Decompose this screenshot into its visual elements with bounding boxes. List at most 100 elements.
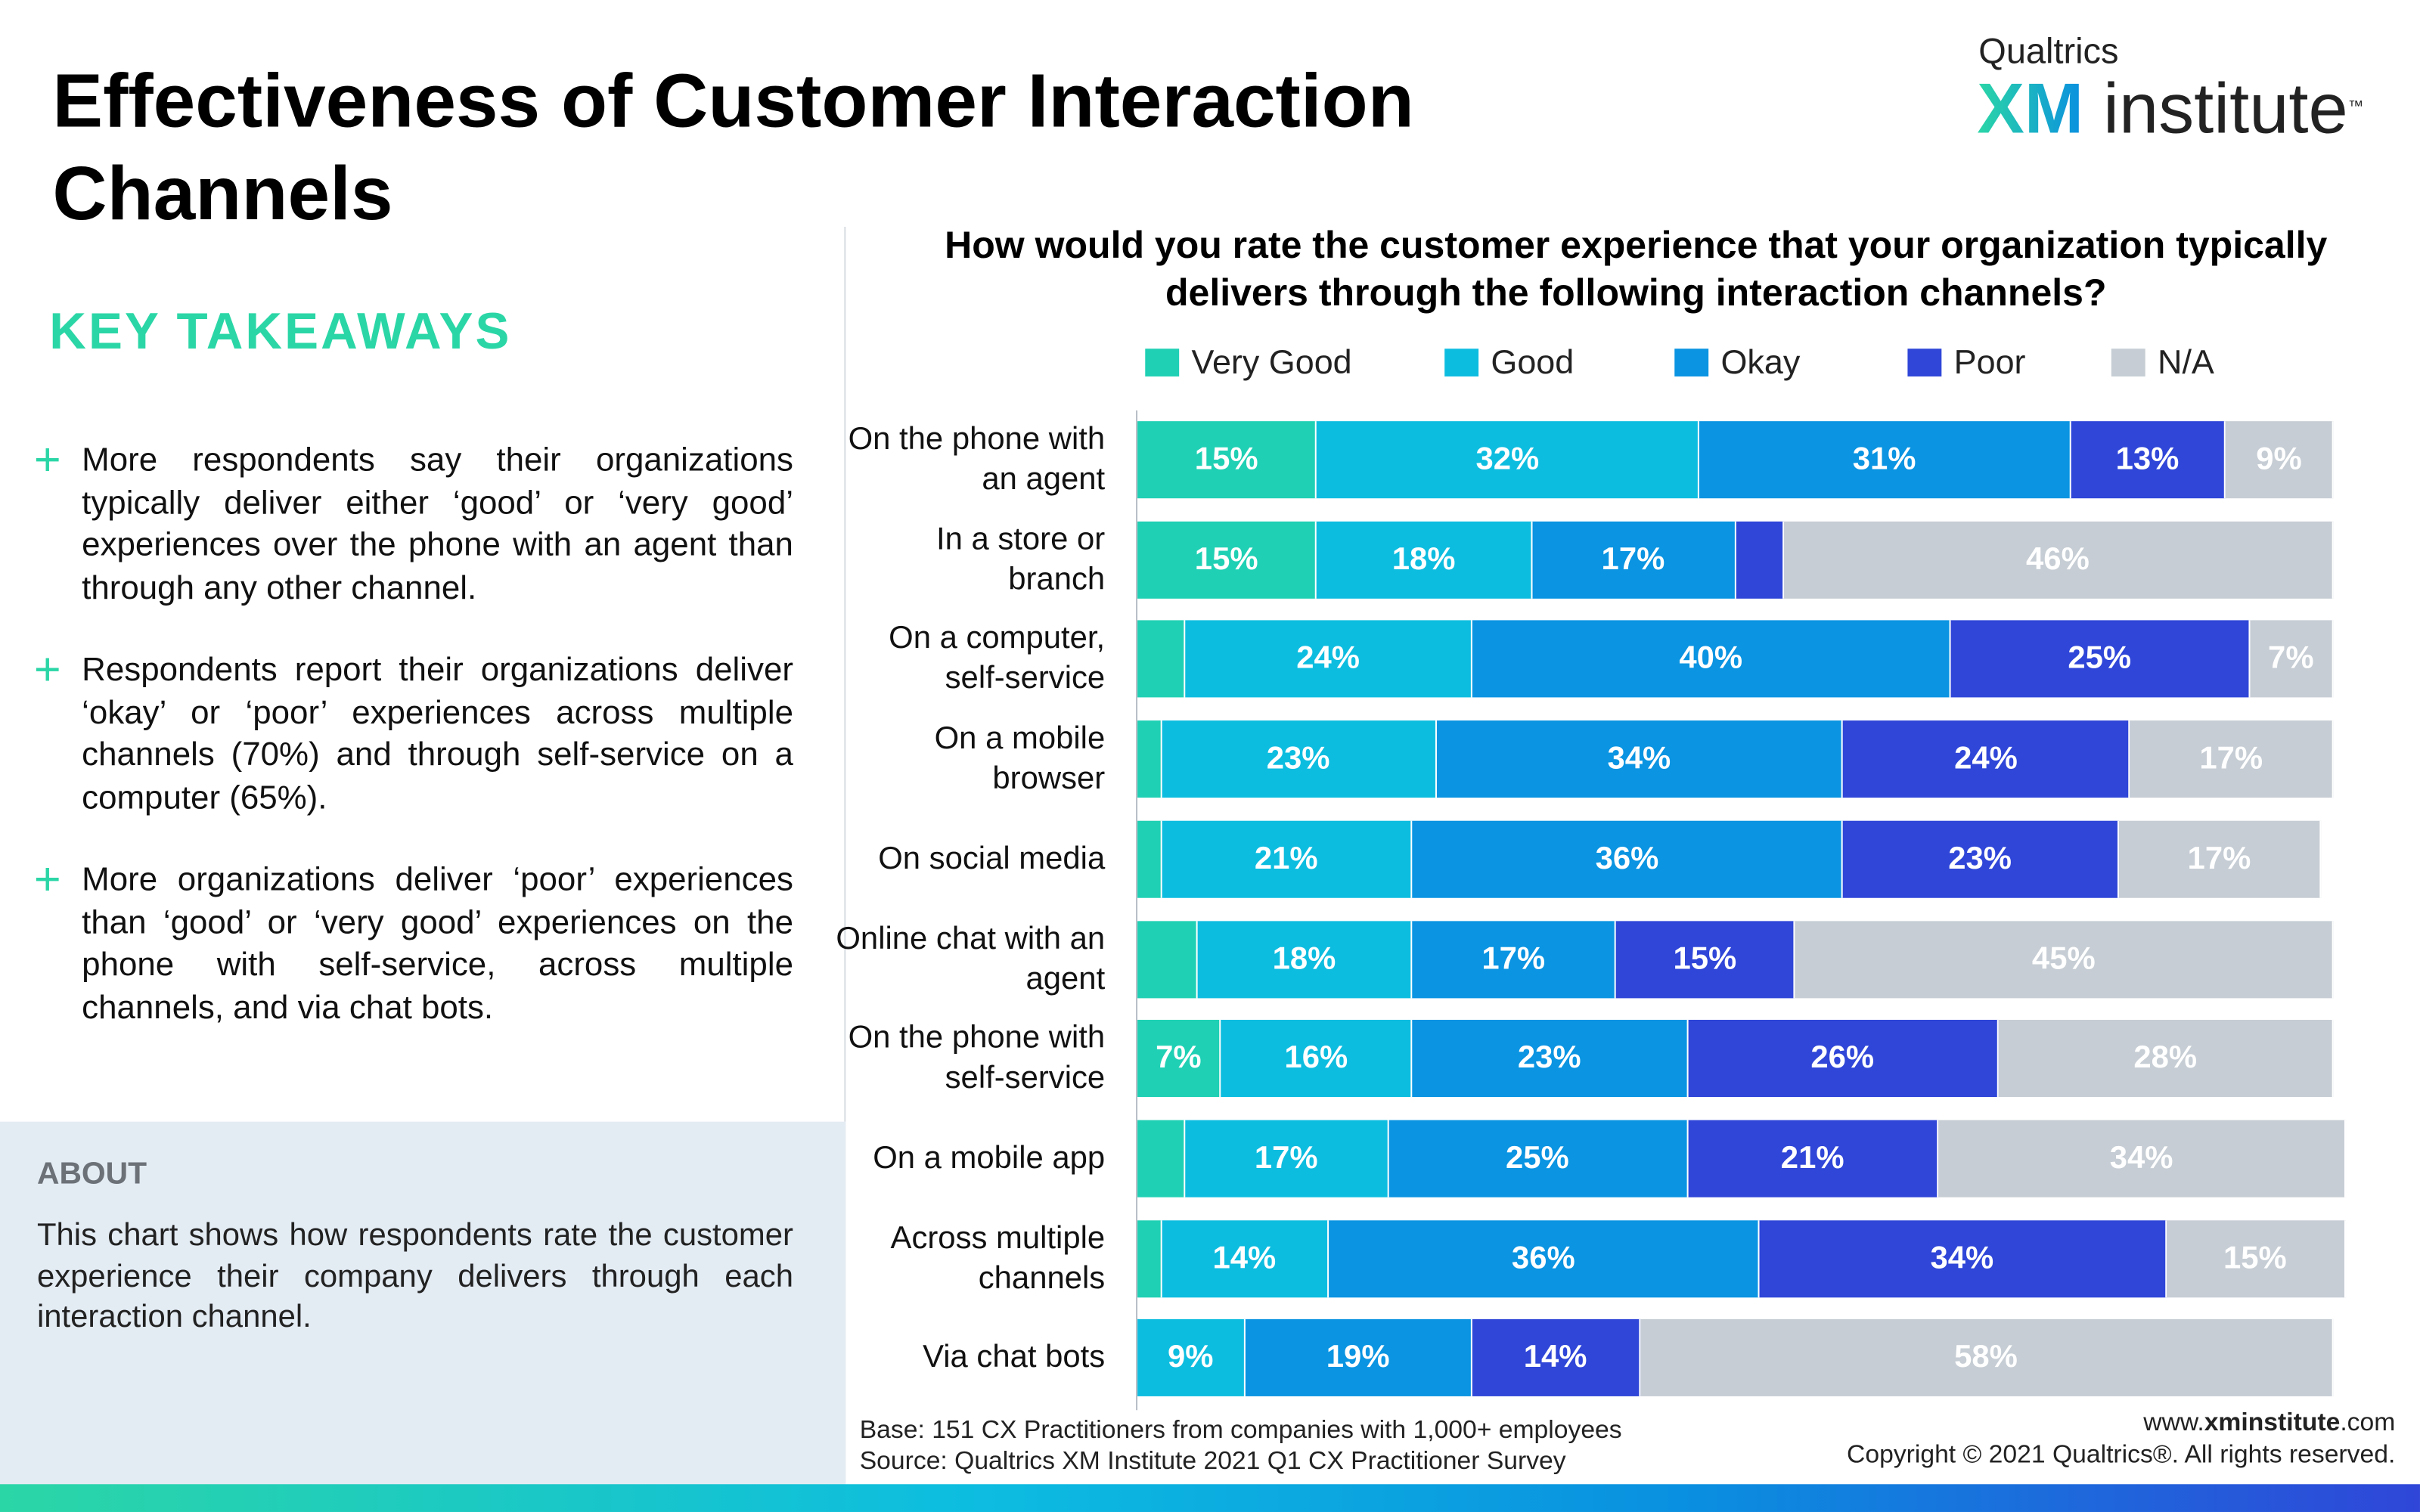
takeaways-heading: KEY TAKEAWAYS [49,302,512,360]
data-label: 21% [1780,1139,1844,1176]
bar-segment: 24% [1185,621,1472,699]
data-label: 18% [1392,541,1456,577]
data-label: 16% [1284,1040,1348,1076]
logo-top: Qualtrics [1978,30,2119,71]
logo-sub: institute [2103,67,2348,148]
bar-segment: 9% [1137,1319,1246,1397]
category-label: Via chat bots [923,1340,1106,1375]
chart-title: How would you rate the customer experien… [945,225,2328,315]
data-label: 19% [1326,1340,1390,1375]
data-label: 31% [1852,441,1916,477]
data-label: 21% [1254,840,1318,876]
bar-segment: 15% [2166,1219,2346,1297]
data-label: 14% [1523,1340,1587,1375]
legend-swatch [1444,349,1479,376]
bar-segment: 28% [1998,1020,2334,1098]
bar-segment [1137,720,1162,798]
data-label: 13% [2115,441,2180,477]
legend-swatch [2111,349,2145,376]
bar-segment: 36% [1329,1219,1760,1297]
category-label: Across multiple channels [890,1219,1106,1296]
data-label: 17% [1254,1139,1318,1176]
data-label: 26% [1810,1040,1875,1076]
bar-segment: 21% [1687,1120,1939,1198]
bar-segment: 15% [1137,521,1317,599]
data-label: 34% [1607,740,1671,776]
legend-label: Poor [1953,342,2026,382]
bar-segment: 15% [1137,421,1317,499]
data-label: 36% [1511,1239,1575,1275]
bar-segment: 13% [2070,421,2226,499]
plus-icon: + [33,854,61,906]
category-label: On the phone with self-service [848,1020,1106,1096]
category-label: Online chat with an agent [836,920,1106,996]
legend-item: N/A [2111,342,2214,383]
bar-segment: 58% [1640,1319,2334,1397]
data-label: 17% [2199,740,2263,776]
web-bold: xminstitute [2204,1408,2341,1436]
data-label: 23% [1266,740,1330,776]
legend-item: Okay [1674,342,1800,383]
bar-segment: 34% [1938,1120,2346,1198]
bar-segment: 16% [1221,1020,1413,1098]
data-label: 24% [1296,640,1360,677]
data-label: 15% [1194,541,1258,577]
bar-segment: 7% [2249,621,2334,699]
data-label: 34% [1930,1239,1994,1275]
about-box [0,1121,846,1492]
divider [844,226,846,1122]
data-label: 25% [2068,640,2132,677]
bar-segment: 25% [1950,621,2250,699]
legend-item: Poor [1907,342,2026,383]
data-label: 58% [1954,1340,2018,1375]
takeaway: Respondents report their organizations d… [82,651,793,816]
legend-label: Good [1491,342,1575,382]
legend-swatch [1907,349,1942,376]
bar-segment: 18% [1197,920,1413,998]
bar-segment: 32% [1317,421,1700,499]
about-heading: ABOUT [36,1157,147,1191]
bottom-strip [0,1484,2420,1512]
bar-segment: 46% [1783,521,2334,599]
axis-line [1136,410,1138,1411]
data-label: 17% [2187,840,2251,876]
category-label: On the phone with an agent [848,421,1106,497]
bar-segment: 31% [1699,421,2071,499]
logo: XM institute™ [1977,70,2363,147]
bar-segment [1137,1120,1186,1198]
bar-segment: 23% [1412,1020,1688,1098]
data-label: 15% [1194,441,1258,477]
bar-segment: 17% [1532,521,1736,599]
plus-icon: + [33,645,61,696]
bar-segment: 26% [1687,1020,1999,1098]
bar-segment: 14% [1161,1219,1329,1297]
base-note: Base: 151 CX Practitioners from companie… [859,1416,1622,1445]
category-label: On a mobile app [873,1139,1106,1176]
plus-icon: + [33,435,61,486]
bar-segment: 21% [1161,820,1413,898]
bar-segment [1137,920,1198,998]
legend-item: Very Good [1145,342,1352,383]
data-label: 45% [2031,940,2096,976]
data-label: 9% [2256,441,2302,477]
bar-segment: 7% [1137,1020,1221,1098]
bar-segment [1137,1219,1162,1297]
data-label: 46% [2026,541,2090,577]
data-label: 25% [1506,1139,1569,1176]
data-label: 18% [1272,940,1336,976]
data-label: 15% [2223,1239,2287,1275]
bar-segment: 17% [2118,820,2322,898]
bar-segment: 9% [2226,421,2334,499]
legend-swatch [1674,349,1709,376]
data-label: 14% [1212,1239,1277,1275]
data-label: 23% [1948,840,2012,876]
data-label: 15% [1673,940,1737,976]
takeaway: More organizations deliver ‘poor’ experi… [82,860,793,1026]
data-label: 24% [1954,740,2018,776]
data-label: 32% [1475,441,1540,477]
legend-label: Okay [1720,342,1801,382]
source-note: Source: Qualtrics XM Institute 2021 Q1 C… [859,1447,1566,1476]
bar-segment: 17% [1412,920,1616,998]
web-pre: www. [2143,1408,2204,1436]
